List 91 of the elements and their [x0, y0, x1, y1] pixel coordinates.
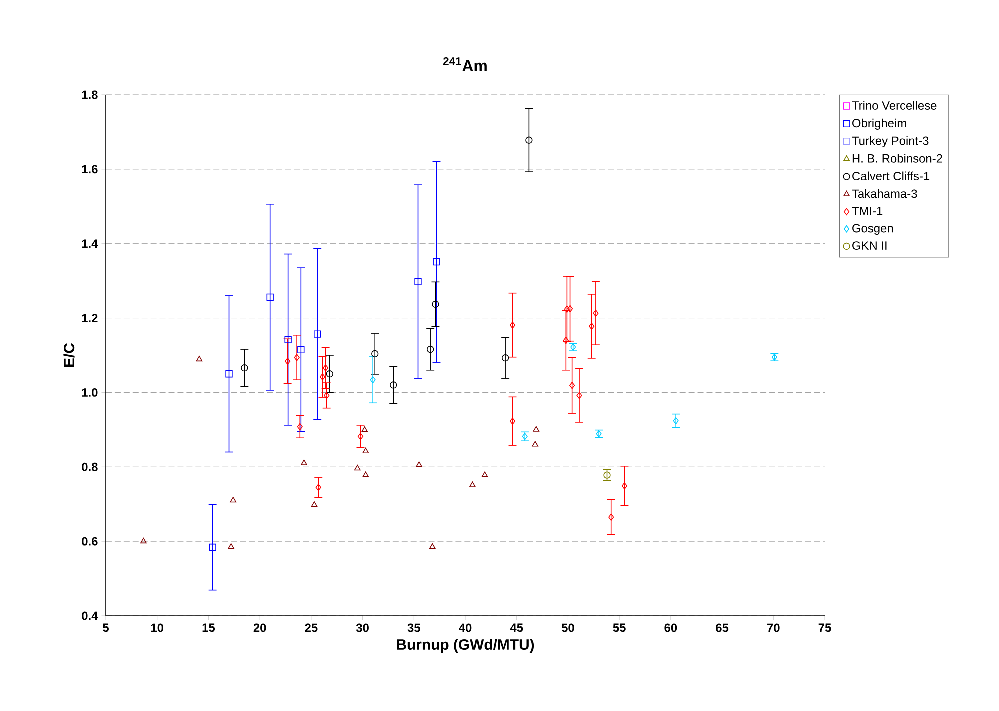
point — [311, 502, 318, 508]
legend-label: Obrigheim — [852, 118, 906, 130]
point — [320, 373, 326, 381]
y-tick-label: 1.8 — [82, 90, 98, 100]
x-tick-label: 60 — [664, 624, 678, 632]
x-tick-label: 30 — [356, 624, 369, 632]
point — [196, 356, 203, 362]
point — [589, 322, 595, 330]
point — [297, 423, 303, 431]
point — [570, 382, 576, 390]
point — [433, 258, 440, 266]
x-tick-label: 10 — [151, 624, 164, 632]
y-tick-label: 1.2 — [82, 314, 98, 322]
point — [526, 136, 533, 144]
point — [230, 497, 237, 503]
point — [390, 382, 398, 389]
point — [772, 354, 778, 361]
legend-label: Turkey Point-3 — [852, 136, 929, 148]
point — [673, 417, 679, 425]
point — [326, 370, 334, 378]
point — [358, 433, 364, 440]
point — [533, 426, 540, 432]
point — [241, 364, 248, 372]
legend-label: Calvert Cliffs-1 — [852, 172, 930, 181]
point — [316, 484, 322, 492]
point — [209, 544, 216, 552]
chart-title: $^{241}$Am — [443, 57, 487, 72]
point — [510, 418, 516, 425]
x-tick-label: 40 — [459, 624, 472, 632]
point — [570, 344, 576, 351]
point — [604, 472, 611, 479]
point — [564, 306, 570, 313]
x-tick-label: 5 — [103, 624, 109, 632]
y-axis-title: E/C — [64, 343, 75, 367]
x-axis-title: Burnup (GWd/MTU) — [397, 639, 534, 654]
legend-label: Takahama-3 — [852, 189, 918, 198]
x-tick-label: 45 — [510, 624, 524, 632]
point — [324, 392, 330, 400]
x-tick-label: 70 — [768, 624, 780, 632]
y-tick-label: 0.6 — [82, 537, 98, 546]
point — [593, 310, 599, 318]
point — [414, 278, 422, 286]
point — [563, 337, 569, 344]
legend-label: H. B. Robinson-2 — [852, 154, 942, 163]
point — [432, 300, 440, 308]
y-tick-label: 0.4 — [82, 612, 98, 620]
point — [354, 465, 361, 471]
x-tick-label: 25 — [305, 624, 318, 632]
point — [314, 330, 322, 338]
point — [470, 482, 476, 488]
y-tick-label: 0.8 — [82, 462, 98, 472]
point — [140, 538, 147, 544]
x-tick-label: 15 — [202, 624, 216, 632]
x-tick-label: 35 — [408, 624, 420, 632]
point — [362, 426, 368, 432]
point — [576, 392, 582, 400]
legend-label: Trino Vercellese — [852, 101, 937, 110]
legend-label: GKN II — [852, 242, 887, 250]
point — [370, 376, 376, 384]
y-tick-label: 1.6 — [82, 165, 98, 174]
x-tick-label: 65 — [716, 624, 729, 632]
point — [285, 358, 291, 366]
point — [362, 472, 370, 478]
point — [284, 336, 292, 344]
point — [266, 294, 274, 302]
point — [301, 460, 308, 466]
point — [226, 370, 233, 378]
point — [416, 462, 422, 468]
x-tick-label: 55 — [613, 624, 626, 632]
point — [429, 544, 436, 550]
y-tick-label: 1.0 — [82, 388, 98, 397]
x-tick-label: 75 — [818, 624, 832, 632]
x-tick-label: 50 — [562, 624, 574, 632]
legend-label: Gosgen — [852, 224, 894, 236]
point — [298, 346, 305, 354]
x-tick-label: 20 — [254, 624, 266, 632]
legend-label: TMI-1 — [852, 207, 883, 216]
point — [532, 441, 539, 447]
point — [510, 322, 516, 329]
point — [482, 472, 488, 478]
point — [372, 350, 379, 358]
point — [323, 364, 329, 372]
point — [608, 514, 614, 521]
point — [426, 346, 434, 354]
y-tick-label: 1.4 — [82, 240, 98, 248]
point — [362, 448, 370, 454]
point — [228, 544, 234, 550]
point — [294, 354, 300, 362]
point — [567, 305, 574, 313]
point — [502, 354, 510, 362]
point — [622, 482, 628, 490]
